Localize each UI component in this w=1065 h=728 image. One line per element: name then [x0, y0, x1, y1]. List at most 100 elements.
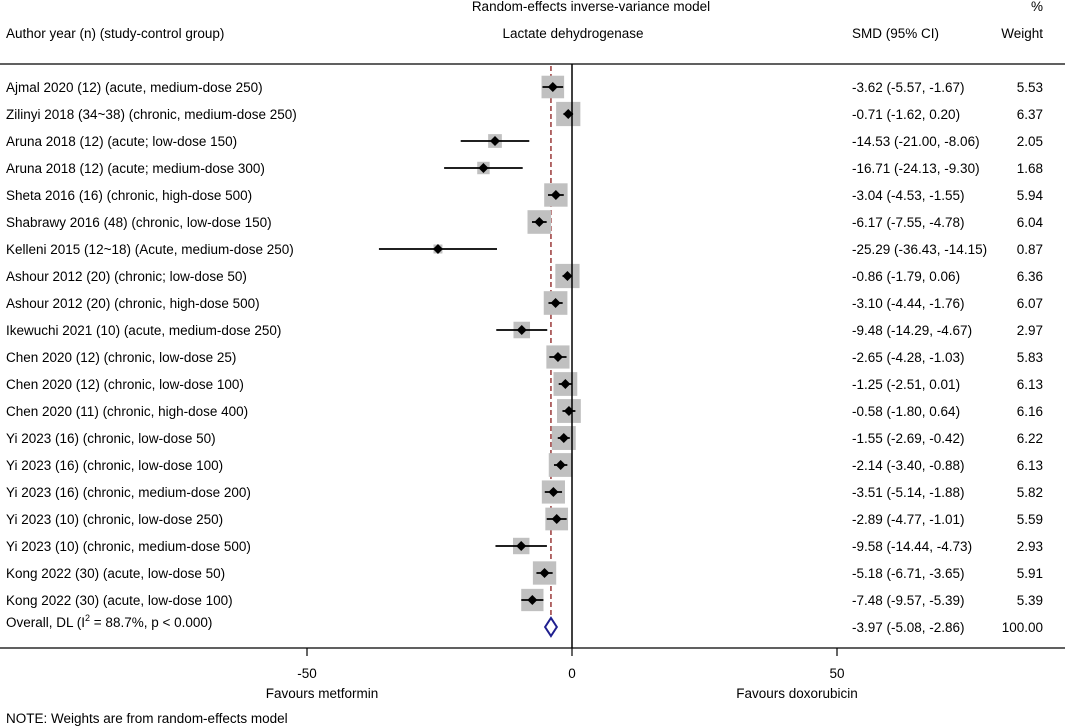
study-smd-ci: -1.25 (-2.51, 0.01)	[852, 377, 960, 392]
point-estimate-marker	[478, 163, 489, 173]
study-weight: 2.97	[1017, 323, 1043, 338]
point-estimate-marker	[562, 271, 573, 281]
study-weight: 6.13	[1017, 458, 1043, 473]
point-estimate-marker	[550, 298, 561, 308]
x-tick-label: 50	[829, 666, 844, 681]
study-smd-ci: -2.14 (-3.40, -0.88)	[852, 458, 965, 473]
x-tick-label: -50	[297, 666, 317, 681]
study-label: Ajmal 2020 (12) (acute, medium-dose 250)	[6, 80, 263, 95]
study-weight: 5.39	[1017, 593, 1043, 608]
study-label: Zilinyi 2018 (34~38) (chronic, medium-do…	[6, 107, 297, 122]
outcome-label: Lactate dehydrogenase	[502, 26, 643, 41]
point-estimate-marker	[516, 541, 527, 551]
point-estimate-marker	[555, 460, 566, 470]
study-smd-ci: -0.86 (-1.79, 0.06)	[852, 269, 960, 284]
overall-label-suffix: = 88.7%, p < 0.000)	[90, 615, 212, 630]
x-label-left: Favours metformin	[266, 686, 379, 701]
study-column-header: Author year (n) (study-control group)	[6, 26, 224, 41]
study-weight: 2.93	[1017, 539, 1043, 554]
study-label: Yi 2023 (10) (chronic, medium-dose 500)	[6, 539, 251, 554]
study-weight: 6.04	[1017, 215, 1044, 230]
study-smd-ci: -3.04 (-4.53, -1.55)	[852, 188, 965, 203]
point-estimate-marker	[489, 136, 500, 146]
point-estimate-marker	[563, 109, 574, 119]
study-weight: 5.82	[1017, 485, 1043, 500]
study-smd-ci: -25.29 (-36.43, -14.15)	[852, 242, 987, 257]
study-label: Aruna 2018 (12) (acute; low-dose 150)	[6, 134, 237, 149]
weight-percent-header: %	[1031, 0, 1043, 14]
study-smd-ci: -6.17 (-7.55, -4.78)	[852, 215, 965, 230]
overall-label-prefix: Overall, DL (I	[6, 615, 85, 630]
study-label: Yi 2023 (16) (chronic, medium-dose 200)	[6, 485, 251, 500]
study-weight: 6.37	[1017, 107, 1043, 122]
overall-smd-ci: -3.97 (-5.08, -2.86)	[852, 620, 965, 635]
point-estimate-marker	[560, 379, 571, 389]
study-smd-ci: -9.48 (-14.29, -4.67)	[852, 323, 972, 338]
study-label: Ashour 2012 (20) (chronic; low-dose 50)	[6, 269, 247, 284]
x-label-right: Favours doxorubicin	[736, 686, 858, 701]
study-weight: 2.05	[1017, 134, 1043, 149]
study-smd-ci: -7.48 (-9.57, -5.39)	[852, 593, 965, 608]
study-label: Shabrawy 2016 (48) (chronic, low-dose 15…	[6, 215, 272, 230]
study-label: Chen 2020 (12) (chronic, low-dose 25)	[6, 350, 236, 365]
study-label: Aruna 2018 (12) (acute; medium-dose 300)	[6, 161, 265, 176]
point-estimate-marker	[527, 595, 538, 605]
point-estimate-marker	[516, 325, 527, 335]
overall-label-sup: 2	[85, 613, 90, 623]
smd-column-header: SMD (95% CI)	[852, 26, 939, 41]
point-estimate-marker	[548, 487, 559, 497]
study-label: Sheta 2016 (16) (chronic, high-dose 500)	[6, 188, 252, 203]
point-estimate-marker	[563, 406, 574, 416]
study-smd-ci: -3.10 (-4.44, -1.76)	[852, 296, 965, 311]
study-smd-ci: -0.71 (-1.62, 0.20)	[852, 107, 960, 122]
study-weight: 5.53	[1017, 80, 1043, 95]
study-label: Yi 2023 (10) (chronic, low-dose 250)	[6, 512, 223, 527]
weight-column-header: Weight	[1001, 26, 1043, 41]
point-estimate-marker	[552, 352, 563, 362]
study-label: Kelleni 2015 (12~18) (Acute, medium-dose…	[6, 242, 294, 257]
model-title: Random-effects inverse-variance model	[472, 0, 710, 14]
study-smd-ci: -16.71 (-24.13, -9.30)	[852, 161, 980, 176]
study-smd-ci: -0.58 (-1.80, 0.64)	[852, 404, 960, 419]
point-estimate-marker	[558, 433, 569, 443]
x-tick-label: 0	[568, 666, 576, 681]
study-weight: 6.16	[1017, 404, 1043, 419]
study-weight: 1.68	[1017, 161, 1043, 176]
point-estimate-marker	[550, 190, 561, 200]
study-label: Yi 2023 (16) (chronic, low-dose 50)	[6, 431, 216, 446]
study-weight: 5.91	[1017, 566, 1043, 581]
study-smd-ci: -2.89 (-4.77, -1.01)	[852, 512, 965, 527]
study-label: Chen 2020 (12) (chronic, low-dose 100)	[6, 377, 244, 392]
point-estimate-marker	[547, 82, 558, 92]
study-weight: 6.13	[1017, 377, 1043, 392]
study-smd-ci: -14.53 (-21.00, -8.06)	[852, 134, 980, 149]
study-smd-ci: -3.62 (-5.57, -1.67)	[852, 80, 965, 95]
study-smd-ci: -5.18 (-6.71, -3.65)	[852, 566, 965, 581]
point-estimate-marker	[432, 244, 443, 254]
study-label: Kong 2022 (30) (acute, low-dose 50)	[6, 566, 225, 581]
study-weight: 6.22	[1017, 431, 1043, 446]
study-smd-ci: -3.51 (-5.14, -1.88)	[852, 485, 965, 500]
point-estimate-marker	[534, 217, 545, 227]
overall-diamond	[543, 616, 559, 638]
footnote: NOTE: Weights are from random-effects mo…	[6, 711, 288, 726]
study-label: Ikewuchi 2021 (10) (acute, medium-dose 2…	[6, 323, 281, 338]
study-smd-ci: -9.58 (-14.44, -4.73)	[852, 539, 972, 554]
overall-label: Overall, DL (I2 = 88.7%, p < 0.000)	[6, 613, 212, 630]
study-weight: 5.83	[1017, 350, 1043, 365]
study-weight: 6.36	[1017, 269, 1043, 284]
study-smd-ci: -2.65 (-4.28, -1.03)	[852, 350, 965, 365]
study-label: Yi 2023 (16) (chronic, low-dose 100)	[6, 458, 223, 473]
point-estimate-marker	[551, 514, 562, 524]
study-label: Chen 2020 (11) (chronic, high-dose 400)	[6, 404, 248, 419]
study-weight: 0.87	[1017, 242, 1043, 257]
study-weight: 5.94	[1017, 188, 1044, 203]
study-weight: 5.59	[1017, 512, 1043, 527]
overall-weight: 100.00	[1002, 620, 1043, 635]
study-weight: 6.07	[1017, 296, 1043, 311]
point-estimate-marker	[539, 568, 550, 578]
study-label: Ashour 2012 (20) (chronic, high-dose 500…	[6, 296, 260, 311]
study-label: Kong 2022 (30) (acute, low-dose 100)	[6, 593, 233, 608]
study-smd-ci: -1.55 (-2.69, -0.42)	[852, 431, 965, 446]
